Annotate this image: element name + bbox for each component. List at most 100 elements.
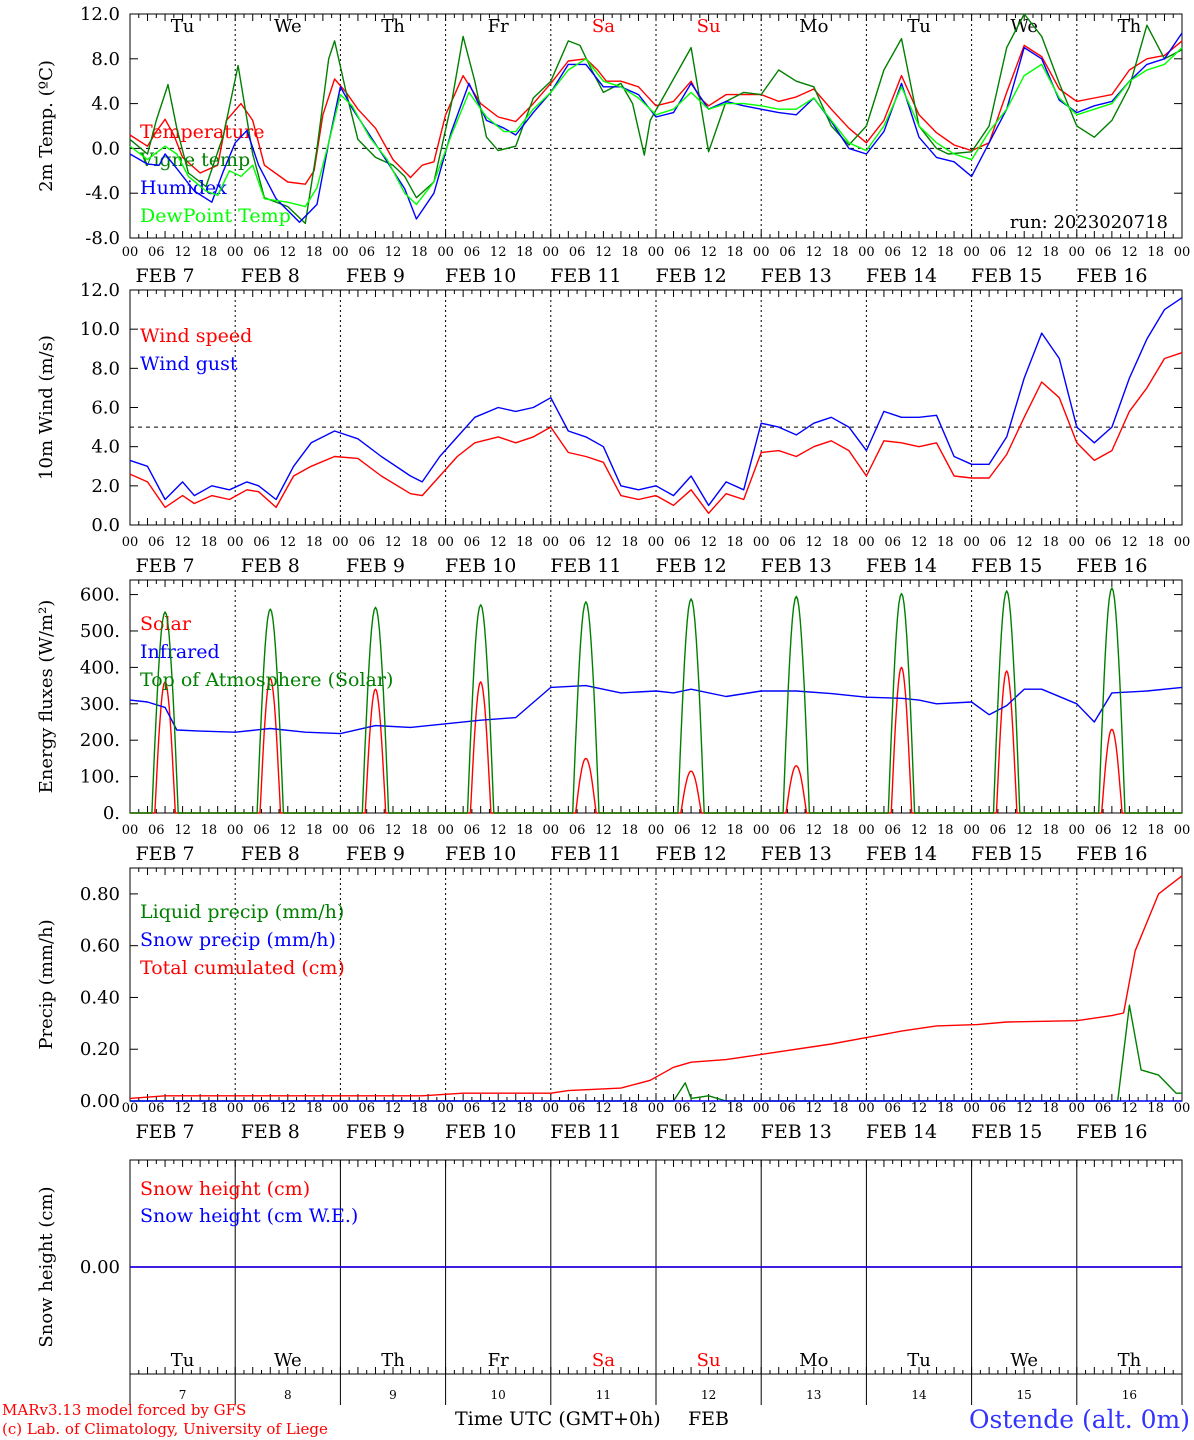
hour-tick-label: 00 (1174, 1101, 1191, 1116)
hour-tick-label: 00 (753, 823, 770, 838)
hour-tick-label: 18 (1042, 245, 1059, 260)
hour-tick-label: 06 (358, 1101, 375, 1116)
y-axis-label: Snow height (cm) (36, 1186, 57, 1347)
hour-tick-label: 18 (727, 245, 744, 260)
y-tick-label: 600. (80, 585, 120, 606)
weekday-label: Th (1118, 16, 1142, 37)
hour-tick-label: 12 (1121, 245, 1138, 260)
hour-tick-label: 00 (648, 823, 665, 838)
day-number-label: 10 (491, 1388, 506, 1402)
hour-tick-label: 18 (621, 245, 638, 260)
date-label: FEB 11 (550, 265, 621, 287)
hour-tick-label: 18 (306, 1101, 323, 1116)
hour-tick-label: 18 (1147, 245, 1164, 260)
weekday-label: Sa (592, 16, 615, 37)
series-humidex (129, 32, 1183, 223)
hour-tick-label: 00 (858, 1101, 875, 1116)
weekday-label: Th (1118, 1350, 1142, 1371)
hour-tick-label: 18 (832, 245, 849, 260)
hour-tick-label: 12 (1016, 535, 1033, 550)
y-tick-label: 12.0 (80, 280, 120, 301)
hour-tick-label: 06 (569, 823, 586, 838)
legend-snow-precip-mm-h: Snow precip (mm/h) (140, 929, 336, 951)
hour-tick-label: 06 (1095, 535, 1112, 550)
hour-tick-label: 12 (280, 1101, 297, 1116)
y-tick-label: 4.0 (91, 94, 120, 115)
hour-tick-label: 12 (806, 245, 823, 260)
y-tick-label: 0.0 (91, 138, 120, 159)
hour-tick-label: 18 (937, 245, 954, 260)
hour-tick-label: 00 (1069, 823, 1086, 838)
date-label: FEB 12 (655, 1121, 726, 1143)
date-label: FEB 16 (1076, 843, 1147, 865)
legend-liquid-precip-mm-h: Liquid precip (mm/h) (140, 901, 344, 923)
hour-tick-label: 12 (490, 245, 507, 260)
hour-tick-label: 12 (595, 1101, 612, 1116)
weekday-label: Fr (488, 1350, 509, 1371)
energy-flux-panel: 00 06 12 18 FEB 7 00 06 12 18 FEB 8 00 06 12 18 FEB 9 0… (36, 579, 1191, 865)
date-label: FEB 10 (445, 555, 516, 577)
date-label: FEB 16 (1076, 1121, 1147, 1143)
hour-tick-label: 00 (543, 245, 560, 260)
hour-tick-label: 18 (832, 1101, 849, 1116)
series-dewpoint-temp (129, 47, 1183, 208)
date-label: FEB 13 (761, 265, 832, 287)
date-label: FEB 10 (445, 843, 516, 865)
hour-tick-label: 18 (832, 823, 849, 838)
y-tick-label: -4.0 (85, 183, 120, 204)
date-label: FEB 16 (1076, 265, 1147, 287)
hour-tick-label: 06 (674, 535, 691, 550)
hour-tick-label: 12 (385, 535, 402, 550)
month-label: FEB (688, 1408, 729, 1430)
hour-tick-label: 00 (332, 245, 349, 260)
hour-tick-label: 18 (306, 823, 323, 838)
weekday-label: We (274, 1350, 302, 1371)
hour-tick-label: 12 (595, 823, 612, 838)
hour-tick-label: 00 (1069, 245, 1086, 260)
hour-tick-label: 06 (253, 823, 270, 838)
hour-tick-label: 00 (437, 823, 454, 838)
hour-tick-label: 00 (332, 1101, 349, 1116)
legend-dewpoint-temp: DewPoint Temp (140, 205, 291, 227)
hour-tick-label: 06 (253, 1101, 270, 1116)
hour-tick-label: 00 (1174, 823, 1191, 838)
hour-tick-label: 12 (700, 823, 717, 838)
date-label: FEB 7 (135, 843, 194, 865)
hour-tick-label: 12 (911, 535, 928, 550)
date-label: FEB 15 (971, 1121, 1042, 1143)
y-tick-label: 0.80 (80, 884, 120, 905)
legend-top-of-atmosphere-solar: Top of Atmosphere (Solar) (140, 669, 393, 691)
hour-tick-label: 00 (543, 823, 560, 838)
date-label: FEB 8 (241, 265, 300, 287)
hour-tick-label: 18 (621, 823, 638, 838)
date-label: FEB 9 (346, 843, 405, 865)
y-axis-label: 10m Wind (m/s) (36, 335, 57, 480)
hour-tick-label: 12 (174, 1101, 191, 1116)
y-tick-label: 0.60 (80, 936, 120, 957)
hour-tick-label: 00 (858, 245, 875, 260)
hour-tick-label: 12 (385, 245, 402, 260)
y-tick-label: 0.00 (80, 1091, 120, 1112)
day-number-label: 9 (389, 1388, 397, 1402)
snow-height-panel: Tu 7 We 8 Th 9 Fr 10 Sa 11 Su 12 Mo 13 Tu 14 We 15 Th 16 0.0… (36, 1159, 1183, 1405)
date-label: FEB 12 (655, 555, 726, 577)
series-total-cumulated-cm (129, 875, 1183, 1100)
legend-total-cumulated-cm: Total cumulated (cm) (140, 957, 345, 979)
hour-tick-label: 00 (227, 245, 244, 260)
weekday-label: Th (381, 1350, 405, 1371)
hour-tick-label: 18 (727, 823, 744, 838)
hour-tick-label: 18 (516, 535, 533, 550)
day-number-label: 13 (806, 1388, 821, 1402)
hour-tick-label: 00 (122, 535, 139, 550)
hour-tick-label: 06 (884, 245, 901, 260)
day-number-label: 11 (596, 1388, 611, 1402)
hour-tick-label: 12 (385, 1101, 402, 1116)
hour-tick-label: 00 (963, 245, 980, 260)
weekday-label: Sa (592, 1350, 615, 1371)
hour-tick-label: 18 (411, 1101, 428, 1116)
legend-vigne-temp: Vigne temp (139, 149, 250, 171)
hour-tick-label: 18 (516, 245, 533, 260)
series-temperature (129, 40, 1183, 185)
day-number-label: 16 (1122, 1388, 1137, 1402)
